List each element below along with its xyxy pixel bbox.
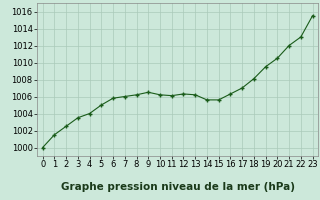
Text: Graphe pression niveau de la mer (hPa): Graphe pression niveau de la mer (hPa) <box>60 182 295 192</box>
